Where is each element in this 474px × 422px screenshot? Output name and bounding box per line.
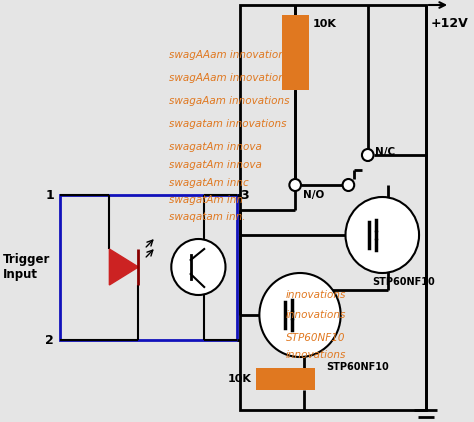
Circle shape <box>362 149 374 161</box>
Text: +12V: +12V <box>431 16 468 30</box>
Bar <box>282 15 309 90</box>
Text: swagAAam innovations: swagAAam innovations <box>169 50 291 60</box>
Text: N/O: N/O <box>303 190 324 200</box>
Text: swagatAm innc: swagatAm innc <box>169 178 249 188</box>
Text: swagatAm innova: swagatAm innova <box>169 160 262 170</box>
Polygon shape <box>109 249 138 285</box>
Text: Trigger
Input: Trigger Input <box>3 253 50 281</box>
Text: STP60NF10: STP60NF10 <box>285 333 345 343</box>
Circle shape <box>259 273 341 357</box>
Circle shape <box>346 197 419 273</box>
Circle shape <box>343 179 354 191</box>
Text: innovations: innovations <box>285 290 346 300</box>
Text: STP60NF10: STP60NF10 <box>326 362 389 372</box>
Text: swagAAam innovations: swagAAam innovations <box>169 73 291 83</box>
Text: innovations: innovations <box>285 350 346 360</box>
Text: innovations: innovations <box>285 310 346 320</box>
Text: swagatAm innova: swagatAm innova <box>169 142 262 152</box>
Circle shape <box>171 239 226 295</box>
Text: swagatAm inn: swagatAm inn <box>169 195 243 205</box>
Text: N/C: N/C <box>375 147 396 157</box>
Text: 10K: 10K <box>228 374 252 384</box>
Bar <box>256 368 315 390</box>
Text: STP60NF10: STP60NF10 <box>373 277 435 287</box>
Text: swaqatam inn.: swaqatam inn. <box>169 212 246 222</box>
Text: swagatam innovations: swagatam innovations <box>169 119 287 129</box>
Bar <box>240 5 426 410</box>
Bar <box>60 195 237 340</box>
Circle shape <box>289 179 301 191</box>
Text: 3: 3 <box>240 189 249 201</box>
Text: 1: 1 <box>46 189 54 201</box>
Text: 2: 2 <box>46 333 54 346</box>
Text: swagaAam innovations: swagaAam innovations <box>169 96 290 106</box>
Text: 10K: 10K <box>312 19 337 29</box>
